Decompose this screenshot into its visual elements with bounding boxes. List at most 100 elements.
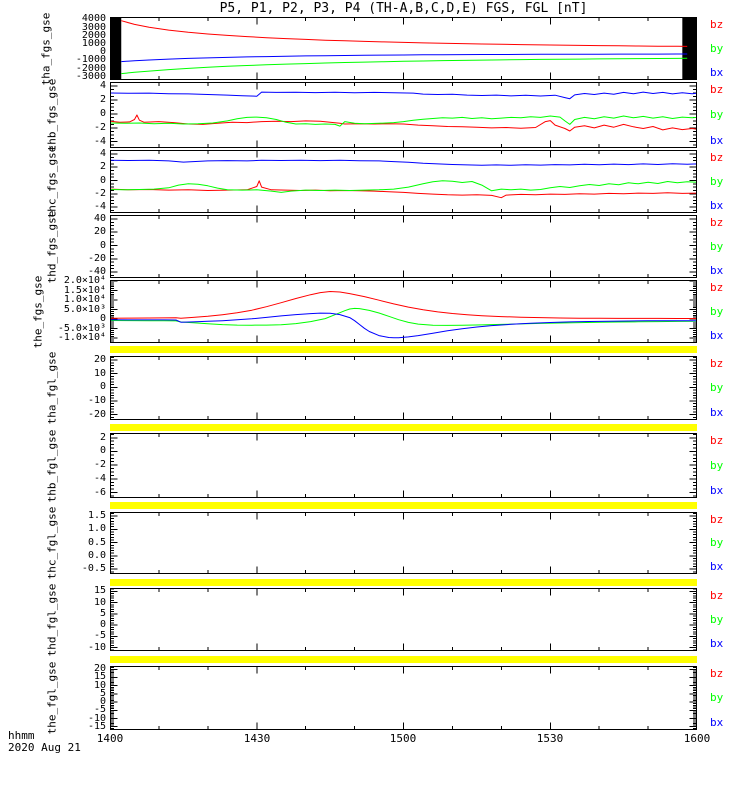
y-tick-label: -20	[87, 408, 106, 420]
y-tick-label: 4000	[81, 13, 106, 25]
legend-label-by: by	[710, 691, 724, 704]
y-tick-label: -5	[93, 704, 106, 716]
panel-canvas-thd_fgl_gse	[110, 588, 697, 651]
y-tick-label: 15	[93, 585, 106, 597]
y-tick-label: 15	[93, 671, 106, 683]
y-tick-label: -2	[93, 121, 106, 133]
trace-by-thc_fgs_gse	[110, 180, 697, 193]
legend-label-by: by	[710, 304, 724, 318]
flag-band	[110, 656, 697, 663]
panel-frame	[110, 666, 697, 730]
y-tick-label: 0	[99, 381, 106, 393]
y-tick-label: 5	[99, 687, 106, 699]
legend-label-bz: bz	[710, 281, 724, 294]
trace-by-the_fgs_gse	[110, 307, 697, 326]
legend-label-bx: bx	[710, 199, 724, 212]
panel-thc_fgl_gse	[110, 512, 697, 574]
x-tick-label-1430: 1430	[243, 732, 271, 745]
legend-label-by: by	[710, 381, 724, 394]
legend-label-bz: bz	[710, 18, 724, 31]
legend-label-by: by	[710, 108, 724, 121]
x-axis-date-label: 2020 Aug 21	[8, 741, 81, 754]
legend-label-bx: bx	[710, 134, 724, 147]
legend-label-bx: bx	[710, 264, 724, 277]
y-tick-label: -15	[87, 720, 106, 732]
x-tick-label-1500: 1500	[389, 732, 417, 745]
panel-ylabel-tha_fgl_gse: tha_fgl_gse	[45, 351, 59, 425]
y-tick-label: 4	[99, 147, 106, 159]
panel-ylabel-the_fgs_gse: the_fgs_gse	[31, 275, 45, 348]
legend-label-bx: bx	[710, 560, 724, 573]
flag-band	[110, 502, 697, 509]
panel-canvas-thd_fgs_gse	[110, 215, 697, 278]
panel-the_fgs_gse	[110, 280, 697, 343]
panel-ylabel-thc_fgl_gse: thc_fgl_gse	[45, 506, 59, 580]
panel-thb_fgs_gse	[110, 82, 697, 148]
y-tick-label: 2000	[81, 29, 106, 41]
y-tick-label: 10	[93, 679, 106, 691]
panel-canvas-thb_fgs_gse	[110, 82, 697, 148]
y-tick-label: 10	[93, 596, 106, 608]
legend-label-bz: bz	[710, 434, 724, 447]
panel-ylabel-thd_fgl_gse: thd_fgl_gse	[45, 583, 59, 656]
trace-bz-tha_fgs_gse	[121, 20, 688, 47]
y-tick-label: -6	[93, 486, 106, 498]
y-tick-label: 0.5	[87, 536, 106, 548]
panel-canvas-tha_fgl_gse	[110, 356, 697, 420]
legend-label-bx: bx	[710, 484, 724, 497]
y-tick-label: 10	[93, 367, 106, 379]
legend-label-bx: bx	[710, 716, 724, 729]
y-tick-label: -10	[87, 712, 106, 724]
trace-bx-thb_fgs_gse	[110, 91, 697, 100]
flag-band	[110, 346, 697, 353]
legend-label-bz: bz	[710, 216, 724, 229]
legend-label-by: by	[710, 174, 724, 188]
legend-label-bz: bz	[710, 513, 724, 526]
y-tick-label: 20	[93, 226, 106, 238]
flag-band	[110, 579, 697, 586]
panel-thc_fgs_gse	[110, 150, 697, 213]
y-tick-label: 0	[99, 239, 106, 251]
trace-by-thb_fgs_gse	[110, 115, 697, 127]
legend-label-by: by	[710, 239, 724, 253]
y-tick-label: 2.0×10⁴	[63, 274, 106, 286]
x-tick-label-1530: 1530	[536, 732, 564, 745]
y-tick-label: 4	[99, 80, 106, 92]
y-tick-label: 0	[99, 313, 106, 325]
y-tick-label: -10	[87, 394, 106, 406]
x-axis-unit-label: hhmm	[8, 729, 35, 742]
trace-bx-thc_fgs_gse	[110, 159, 697, 166]
y-tick-label: 40	[93, 212, 106, 224]
panel-frame	[110, 512, 697, 574]
y-tick-label: -10	[87, 641, 106, 653]
y-tick-label: 0	[99, 174, 106, 186]
panel-ylabel-the_fgl_gse: the_fgl_gse	[45, 661, 59, 735]
panel-frame	[110, 150, 697, 213]
legend-label-bx: bx	[710, 329, 724, 342]
legend-label-bz: bz	[710, 667, 724, 680]
legend-label-bx: bx	[710, 637, 724, 650]
trace-bx-the_fgs_gse	[110, 312, 697, 339]
panel-frame	[110, 280, 697, 343]
y-tick-label: -1000	[75, 54, 106, 66]
y-tick-label: -0.5	[81, 563, 106, 575]
flag-band	[110, 424, 697, 431]
legend-label-bz: bz	[710, 83, 724, 96]
y-tick-label: 0	[99, 445, 106, 457]
panel-canvas-thc_fgs_gse	[110, 150, 697, 213]
panel-canvas-the_fgs_gse	[110, 280, 697, 343]
y-tick-label: 2	[99, 161, 106, 173]
panel-frame	[110, 433, 697, 498]
y-tick-label: 20	[93, 354, 106, 366]
panel-thd_fgl_gse	[110, 588, 697, 651]
panel-frame	[110, 17, 697, 80]
legend-label-bx: bx	[710, 66, 724, 79]
panel-frame	[110, 215, 697, 278]
y-tick-label: 5	[99, 607, 106, 619]
panel-ylabel-tha_fgs_gse: tha_fgs_gse	[39, 12, 53, 85]
panel-canvas-the_fgl_gse	[110, 666, 697, 730]
panel-canvas-tha_fgs_gse	[110, 17, 697, 80]
y-tick-label: -4	[93, 135, 106, 147]
panel-frame	[110, 356, 697, 420]
